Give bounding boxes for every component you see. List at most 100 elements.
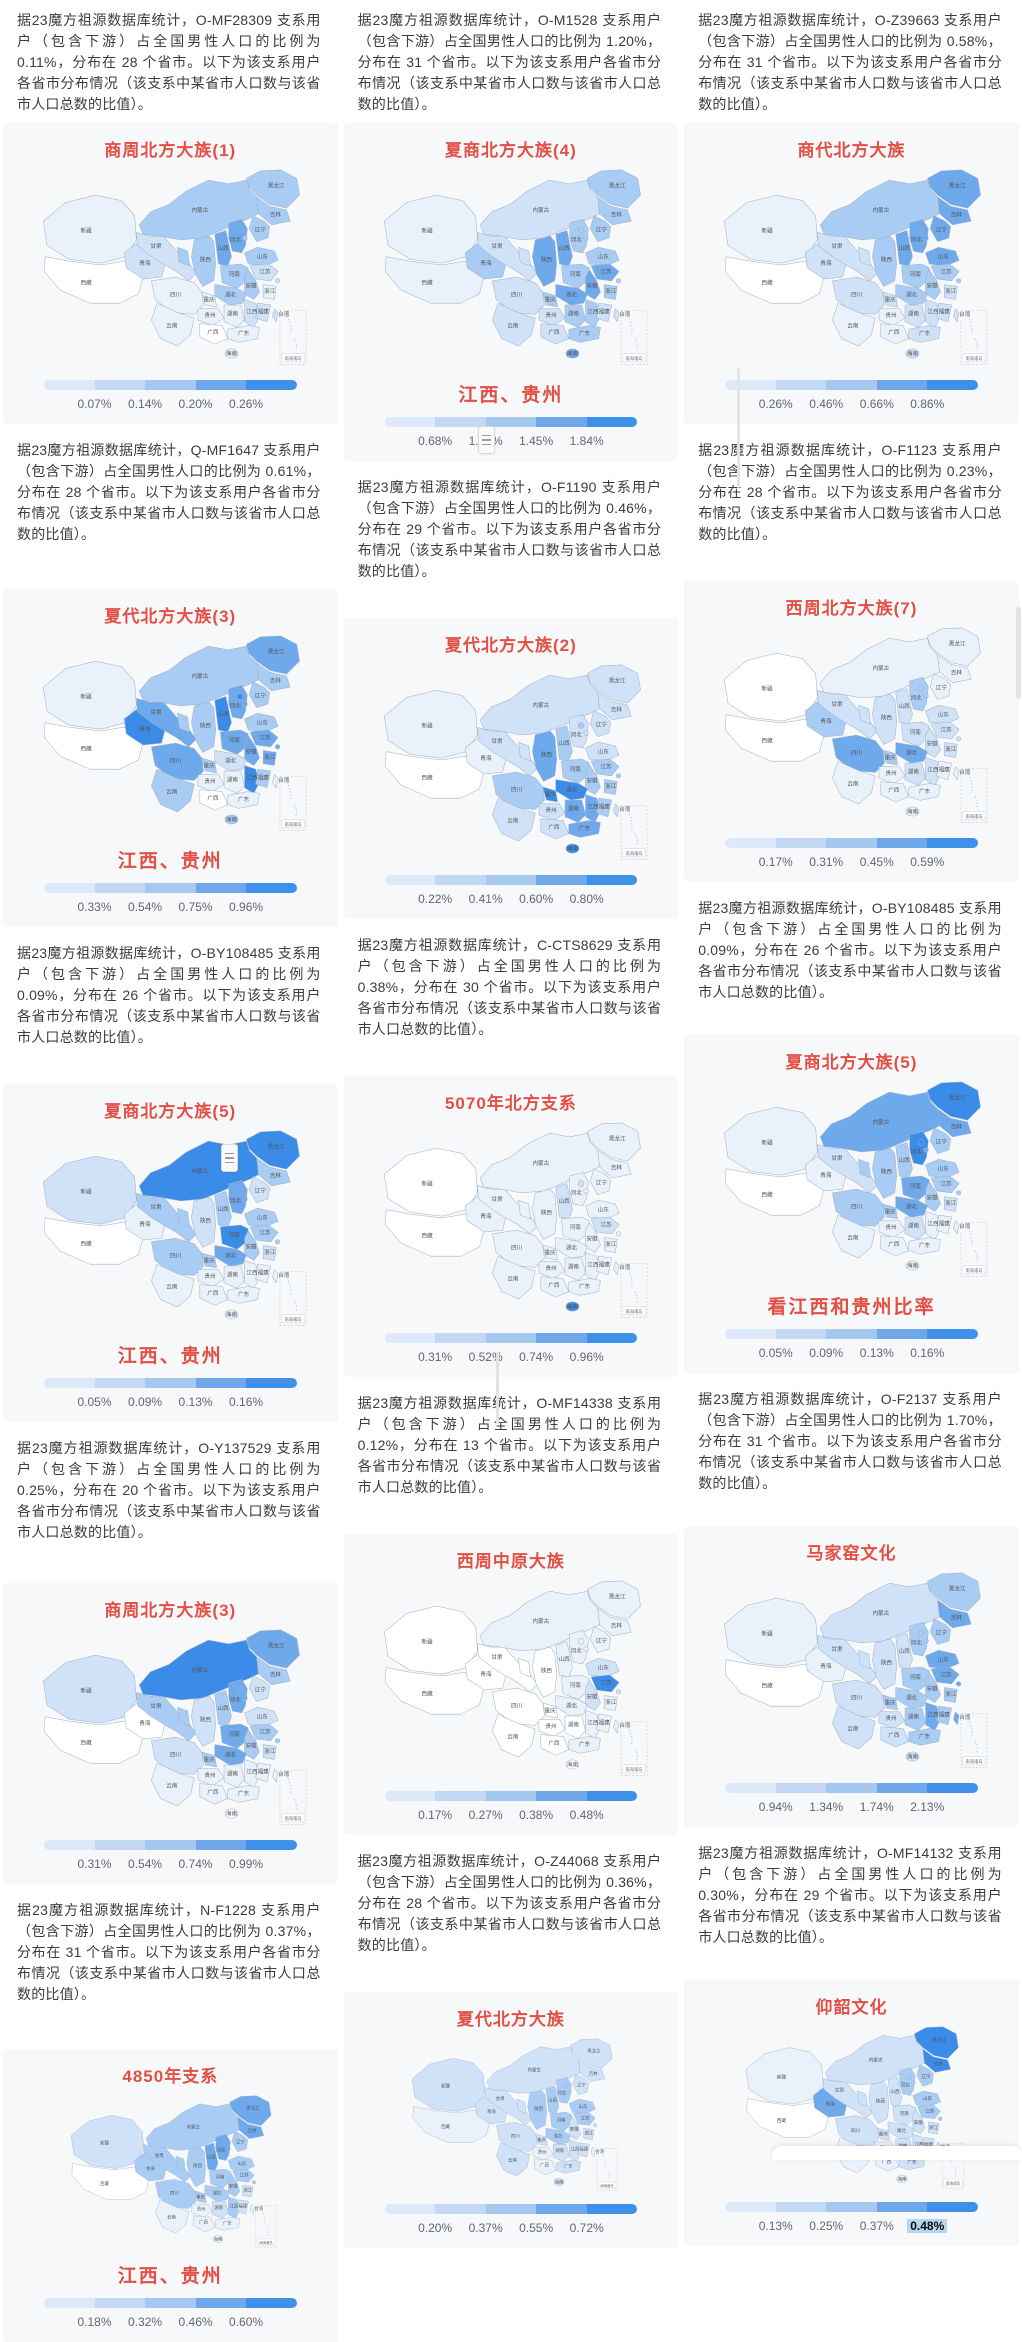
province-jiangsu[interactable] [590, 1216, 620, 1235]
province-liaoning[interactable] [249, 1675, 271, 1702]
province-ningxia[interactable] [177, 713, 191, 733]
province-shanghai[interactable] [275, 1239, 281, 1245]
province-guangxi[interactable] [540, 818, 569, 840]
province-shanxi[interactable] [214, 696, 233, 733]
province-beijing[interactable] [237, 1188, 244, 1195]
province-shanghai[interactable] [938, 2116, 943, 2121]
province-guizhou[interactable] [197, 1768, 225, 1786]
province-shaanxi[interactable] [191, 701, 217, 753]
province-guangxi[interactable] [540, 1276, 569, 1298]
province-guizhou[interactable] [538, 308, 566, 326]
province-tianjin[interactable] [567, 2089, 572, 2094]
province-heilongjiang[interactable] [927, 169, 982, 209]
province-sichuan[interactable] [832, 1188, 886, 1227]
province-guangdong[interactable] [909, 325, 942, 343]
province-beijing[interactable] [237, 1687, 244, 1694]
province-jiangxi[interactable] [244, 1260, 261, 1289]
china-choropleth-map[interactable]: 新疆西藏青海甘肃内蒙古黑龙江吉林辽宁河北山西山东河南陕西江苏安徽湖北四川重庆浙江… [17, 2095, 323, 2255]
province-liaoning[interactable] [249, 681, 271, 708]
province-guangxi[interactable] [881, 1726, 910, 1748]
china-choropleth-map[interactable]: 新疆西藏青海甘肃内蒙古黑龙江吉林辽宁河北山西山东河南陕西江苏安徽湖北四川重庆浙江… [358, 2038, 664, 2198]
province-shanghai[interactable] [252, 2180, 257, 2185]
province-hainan[interactable] [213, 2235, 224, 2243]
province-guizhou[interactable] [197, 1269, 225, 1287]
province-xinjiang[interactable] [746, 2047, 824, 2105]
province-hubei[interactable] [895, 1196, 929, 1218]
province-shaanxi[interactable] [191, 1196, 217, 1248]
province-liaoning[interactable] [589, 1626, 611, 1653]
province-shanghai[interactable] [615, 773, 621, 779]
province-jiangsu[interactable] [931, 1175, 960, 1194]
province-shandong[interactable] [228, 2155, 255, 2171]
province-sichuan[interactable] [832, 276, 886, 315]
province-guangxi[interactable] [199, 1284, 229, 1306]
province-hainan[interactable] [896, 2174, 909, 2184]
province-shandong[interactable] [244, 1208, 279, 1228]
province-ningxia[interactable] [518, 247, 531, 267]
province-tianjin[interactable] [923, 1638, 930, 1644]
province-shaanxi[interactable] [869, 2081, 890, 2124]
province-anhui[interactable] [925, 1181, 942, 1212]
province-xizang[interactable] [44, 722, 144, 770]
province-sichuan[interactable] [151, 1237, 205, 1276]
province-shaanxi[interactable] [186, 2147, 207, 2187]
province-xinjiang[interactable] [383, 1605, 478, 1675]
province-tianjin[interactable] [583, 1188, 589, 1194]
province-shanghai[interactable] [275, 744, 281, 750]
province-hebei[interactable] [569, 1630, 589, 1665]
province-liaoning[interactable] [249, 1176, 271, 1203]
scrollbar-thumb[interactable] [496, 1352, 499, 1424]
province-shaanxi[interactable] [532, 1646, 557, 1698]
province-heilongjiang[interactable] [587, 1580, 641, 1620]
province-heilongjiang[interactable] [914, 2026, 960, 2059]
province-heilongjiang[interactable] [587, 169, 641, 209]
province-shaanxi[interactable] [191, 1695, 217, 1747]
province-ningxia[interactable] [177, 1208, 191, 1228]
province-tianjin[interactable] [911, 2081, 916, 2086]
province-yunnan[interactable] [151, 1263, 195, 1308]
province-guangdong[interactable] [568, 1278, 601, 1296]
province-yunnan[interactable] [491, 1713, 536, 1758]
province-jilin[interactable] [937, 196, 972, 226]
province-taiwan[interactable] [953, 1711, 960, 1726]
province-zhejiang[interactable] [603, 779, 618, 795]
province-anhui[interactable] [585, 1680, 601, 1711]
province-henan[interactable] [220, 1224, 249, 1250]
province-heilongjiang[interactable] [246, 635, 301, 675]
province-henan[interactable] [901, 1175, 931, 1201]
province-shanxi[interactable] [555, 725, 573, 762]
province-chongqing[interactable] [535, 2133, 548, 2146]
province-guizhou[interactable] [191, 2203, 213, 2218]
province-shaanxi[interactable] [872, 1147, 898, 1199]
province-shaanxi[interactable] [872, 693, 898, 745]
province-taiwan[interactable] [590, 2146, 596, 2158]
province-tianjin[interactable] [242, 701, 248, 707]
province-taiwan[interactable] [272, 1269, 279, 1284]
province-sichuan[interactable] [151, 1736, 205, 1775]
province-hainan[interactable] [906, 1260, 920, 1271]
province-jilin[interactable] [597, 196, 632, 226]
province-hunan[interactable] [224, 770, 246, 794]
province-hunan[interactable] [564, 799, 586, 823]
province-shaanxi[interactable] [872, 235, 898, 287]
province-jiangsu[interactable] [590, 263, 620, 282]
china-choropleth-map[interactable]: 新疆西藏青海甘肃内蒙古黑龙江吉林辽宁河北山西山东河南陕西江苏安徽湖北四川重庆浙江… [358, 169, 664, 374]
province-guizhou[interactable] [879, 766, 906, 784]
province-anhui[interactable] [925, 1672, 942, 1703]
province-anhui[interactable] [585, 764, 601, 795]
province-guangdong[interactable] [909, 1728, 942, 1746]
province-guangxi[interactable] [881, 1235, 910, 1257]
province-jilin[interactable] [578, 2059, 605, 2082]
province-xizang[interactable] [44, 256, 144, 304]
province-sichuan[interactable] [491, 276, 545, 315]
province-jiangxi[interactable] [568, 2139, 581, 2162]
province-zhejiang[interactable] [944, 1687, 958, 1703]
province-hebei[interactable] [215, 2134, 231, 2161]
province-guizhou[interactable] [538, 803, 566, 821]
province-jilin[interactable] [256, 662, 291, 692]
province-xinjiang[interactable] [71, 2115, 145, 2169]
province-zhejiang[interactable] [603, 1695, 618, 1711]
province-guangxi[interactable] [533, 2158, 557, 2175]
province-anhui[interactable] [585, 269, 601, 300]
province-liaoning[interactable] [930, 1618, 952, 1645]
